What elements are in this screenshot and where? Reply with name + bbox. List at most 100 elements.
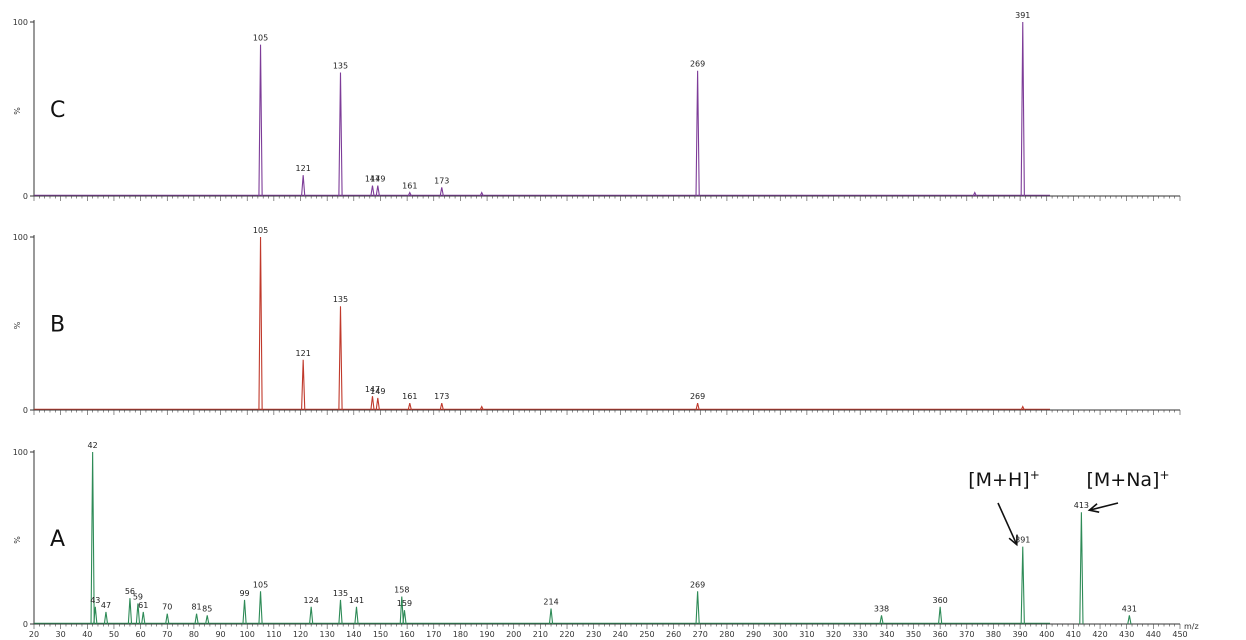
x-tick-label: 110 (266, 630, 281, 639)
peak-121 (301, 175, 306, 197)
ion-annotation-text: [M+H] (968, 469, 1029, 491)
peak-label-105: 105 (253, 580, 268, 589)
peak-105 (258, 236, 263, 411)
x-tick-label: 450 (1172, 630, 1187, 639)
ion-annotation-text: [M+Na] (1086, 469, 1159, 491)
x-tick-label: 230 (586, 630, 601, 639)
annotation-arrowhead (1008, 534, 1018, 547)
x-tick-label: 330 (853, 630, 868, 639)
y-tick-label: 100 (13, 448, 28, 457)
y-tick-label: 100 (13, 233, 28, 242)
x-tick-label: 20 (29, 630, 39, 639)
x-tick-label: 90 (215, 630, 225, 639)
x-tick-label: 80 (189, 630, 199, 639)
x-tick-label: 200 (506, 630, 521, 639)
peak-label-135: 135 (333, 61, 348, 70)
peak-label-56: 56 (125, 587, 135, 596)
peak-70 (165, 613, 170, 625)
peak-label-391: 391 (1015, 11, 1030, 20)
peak-81 (194, 613, 199, 625)
peak-label-431: 431 (1122, 604, 1137, 613)
peak-label-149: 149 (370, 387, 385, 396)
peak-338 (879, 615, 884, 625)
peak-label-121: 121 (296, 164, 311, 173)
peak-label-173: 173 (434, 392, 449, 401)
peak-label-141: 141 (349, 596, 364, 605)
peak-360 (937, 606, 943, 625)
x-tick-label: 40 (82, 630, 92, 639)
peak-47 (103, 611, 109, 625)
peak-label-173: 173 (434, 176, 449, 185)
peak-label-147: 147 (365, 385, 380, 394)
x-tick-label: 180 (453, 630, 468, 639)
x-tick-label: 250 (639, 630, 654, 639)
x-tick-label: 410 (1066, 630, 1081, 639)
peak-label-135: 135 (333, 589, 348, 598)
x-tick-label: 280 (719, 630, 734, 639)
x-tick-label: 420 (1092, 630, 1107, 639)
peak-label-161: 161 (402, 392, 417, 401)
peak-431 (1127, 615, 1132, 625)
peak-43 (93, 606, 98, 625)
peak-61 (141, 611, 146, 625)
x-tick-label: 160 (399, 630, 414, 639)
x-tick-label: 350 (906, 630, 921, 639)
x-tick-label: 240 (613, 630, 628, 639)
x-tick-label: 370 (959, 630, 974, 639)
ion-annotation-charge: + (1030, 468, 1040, 482)
peak-141 (354, 606, 359, 625)
ion-annotation-m-h: [M+H]+ (968, 468, 1040, 491)
peak-label-81: 81 (191, 603, 201, 612)
peak-85 (205, 615, 210, 625)
peak-135 (338, 599, 343, 625)
x-tick-label: 380 (986, 630, 1001, 639)
peak-269 (695, 402, 700, 411)
x-tick-label: 260 (666, 630, 681, 639)
y-tick-label: 0 (23, 620, 28, 629)
panel-label: C (50, 98, 65, 123)
peak-label-105: 105 (253, 226, 268, 235)
peak-label-391: 391 (1015, 536, 1030, 545)
peak-391 (1020, 546, 1025, 625)
peak-label-85: 85 (202, 604, 212, 613)
x-tick-label: 300 (773, 630, 788, 639)
x-tick-label: 400 (1039, 630, 1054, 639)
peak-label-269: 269 (690, 60, 705, 69)
peak-42 (90, 451, 95, 625)
x-tick-label: 310 (799, 630, 814, 639)
x-tick-label: 130 (320, 630, 335, 639)
panel-label: A (50, 527, 65, 552)
peak-173 (439, 187, 444, 197)
y-axis-label: % (13, 536, 22, 544)
x-tick-label: 340 (879, 630, 894, 639)
peak-label-413: 413 (1074, 501, 1089, 510)
peak-413 (1079, 512, 1084, 625)
x-tick-label: 150 (373, 630, 388, 639)
peak-59 (135, 603, 141, 625)
x-tick-label: 430 (1119, 630, 1134, 639)
annotation-arrow (1089, 502, 1119, 511)
peak-label-214: 214 (543, 598, 558, 607)
y-tick-label: 0 (23, 192, 28, 201)
x-tick-label: 390 (1012, 630, 1027, 639)
peak-149 (375, 397, 380, 411)
peak-label-135: 135 (333, 295, 348, 304)
peak-label-149: 149 (370, 175, 385, 184)
x-tick-label: 100 (240, 630, 255, 639)
peak-121 (301, 359, 306, 411)
peak-label-159: 159 (397, 599, 412, 608)
x-tick-label: 440 (1146, 630, 1161, 639)
peak-label-42: 42 (88, 441, 98, 450)
x-tick-label: 320 (826, 630, 841, 639)
peak-105 (258, 44, 263, 197)
x-tick-label: 360 (932, 630, 947, 639)
peak-124 (309, 606, 314, 625)
y-tick-label: 0 (23, 406, 28, 415)
x-tick-label: 220 (559, 630, 574, 639)
peak-159 (402, 610, 407, 625)
peak-135 (338, 306, 343, 411)
x-tick-label: 190 (479, 630, 494, 639)
peak-label-161: 161 (402, 182, 417, 191)
peak-label-43: 43 (90, 596, 100, 605)
